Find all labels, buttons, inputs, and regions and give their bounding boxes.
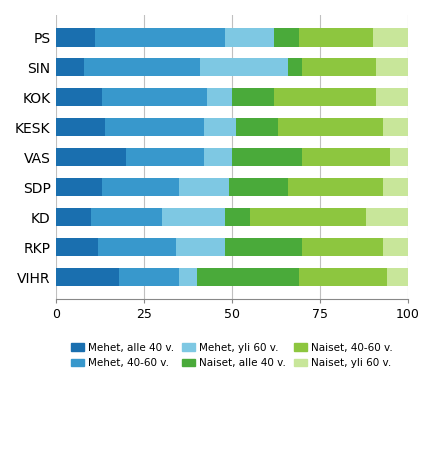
- Bar: [179, 268, 197, 286]
- Bar: [56, 88, 102, 107]
- Bar: [56, 118, 105, 137]
- Bar: [382, 238, 407, 257]
- Bar: [302, 58, 375, 76]
- Bar: [200, 58, 288, 76]
- Bar: [91, 208, 161, 227]
- Bar: [56, 58, 84, 76]
- Bar: [298, 28, 372, 46]
- Bar: [56, 148, 126, 167]
- Bar: [390, 148, 407, 167]
- Bar: [56, 208, 91, 227]
- Bar: [386, 268, 407, 286]
- Bar: [126, 148, 204, 167]
- Bar: [56, 28, 95, 46]
- Bar: [98, 238, 175, 257]
- Bar: [102, 178, 179, 197]
- Bar: [302, 148, 390, 167]
- Bar: [224, 28, 274, 46]
- Bar: [204, 118, 235, 137]
- Bar: [179, 178, 228, 197]
- Bar: [84, 58, 200, 76]
- Bar: [382, 178, 407, 197]
- Bar: [375, 88, 407, 107]
- Bar: [228, 178, 288, 197]
- Bar: [175, 238, 224, 257]
- Bar: [382, 118, 407, 137]
- Bar: [302, 238, 382, 257]
- Bar: [372, 28, 407, 46]
- Bar: [249, 208, 365, 227]
- Legend: Mehet, alle 40 v., Mehet, 40-60 v., Mehet, yli 60 v., Naiset, alle 40 v., Naiset: Mehet, alle 40 v., Mehet, 40-60 v., Mehe…: [67, 339, 396, 372]
- Bar: [105, 118, 204, 137]
- Bar: [235, 118, 277, 137]
- Bar: [204, 148, 231, 167]
- Bar: [288, 58, 302, 76]
- Bar: [161, 208, 224, 227]
- Bar: [274, 88, 375, 107]
- Bar: [365, 208, 407, 227]
- Bar: [274, 28, 298, 46]
- Bar: [231, 88, 274, 107]
- Bar: [102, 88, 207, 107]
- Bar: [197, 268, 298, 286]
- Bar: [95, 28, 224, 46]
- Bar: [375, 58, 407, 76]
- Bar: [207, 88, 231, 107]
- Bar: [231, 148, 302, 167]
- Bar: [56, 268, 119, 286]
- Bar: [119, 268, 179, 286]
- Bar: [56, 238, 98, 257]
- Bar: [277, 118, 382, 137]
- Bar: [56, 178, 102, 197]
- Bar: [224, 238, 302, 257]
- Bar: [224, 208, 249, 227]
- Bar: [298, 268, 386, 286]
- Bar: [288, 178, 382, 197]
